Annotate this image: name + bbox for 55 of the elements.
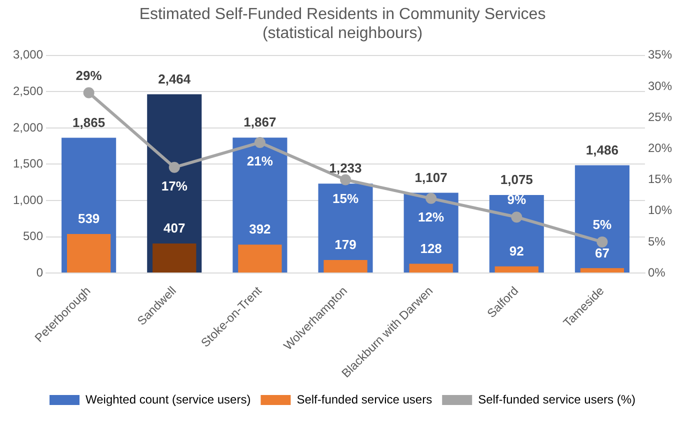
point (83, 87, 94, 98)
data-label: 1,075 (500, 172, 533, 188)
y2-tick-label: 20% (648, 140, 672, 155)
data-label: 12% (418, 210, 445, 224)
y-tick-label: 1,500 (13, 156, 44, 171)
point (254, 136, 266, 148)
data-label: 1,867 (244, 114, 276, 130)
bar (152, 244, 196, 273)
bar (494, 266, 538, 273)
data-label: 29% (76, 68, 102, 83)
point (426, 192, 437, 204)
y-tick-label: 2,000 (13, 120, 44, 134)
bar (580, 268, 624, 273)
bar (66, 234, 111, 273)
y-tick-label: 1,000 (13, 192, 44, 207)
legend-label: Weighted count (service users) (86, 392, 251, 406)
legend-label: Self-funded service users (%) (478, 392, 636, 406)
bar (409, 264, 453, 273)
data-label: 407 (164, 220, 186, 236)
data-label: 9% (507, 192, 526, 208)
data-label: 21% (246, 154, 274, 169)
y-tick-label: 0 (36, 265, 44, 280)
point (168, 162, 180, 173)
y-tick-label: 500 (23, 229, 44, 244)
data-label: 2,464 (158, 71, 192, 86)
y2-tick-label: 0% (648, 265, 666, 280)
point (340, 174, 352, 186)
data-label: 128 (420, 240, 442, 256)
y2-tick-label: 10% (648, 203, 672, 218)
data-label: 392 (249, 222, 271, 237)
y-tick-label: 2,500 (13, 84, 44, 98)
point (596, 236, 608, 248)
data-label: 92 (509, 243, 524, 258)
data-label: 15% (332, 190, 359, 206)
y2-tick-label: 25% (648, 110, 672, 124)
y2-tick-label: 30% (648, 78, 672, 93)
data-label: 539 (78, 211, 100, 226)
legend-label: Self-funded service users (296, 392, 432, 406)
data-label: 1,865 (72, 114, 106, 130)
chart-title: Estimated Self-Funded Residents in Community Services (statistical neighbours) (139, 6, 546, 42)
data-label: 179 (334, 237, 356, 252)
bar (574, 165, 630, 273)
bar (238, 244, 282, 273)
bar (324, 260, 368, 273)
y-tick-label: 3,000 (13, 48, 44, 62)
y2-tick-label: 15% (648, 172, 672, 186)
data-label: 1,486 (586, 142, 618, 158)
data-label: 17% (161, 178, 188, 194)
data-label: 67 (594, 245, 610, 260)
data-label: 1,107 (414, 170, 448, 185)
data-label: 5% (592, 217, 612, 232)
point (511, 212, 522, 223)
y2-tick-label: 5% (648, 234, 666, 248)
y2-tick-label: 35% (648, 48, 672, 62)
data-label: 1,233 (329, 160, 362, 176)
